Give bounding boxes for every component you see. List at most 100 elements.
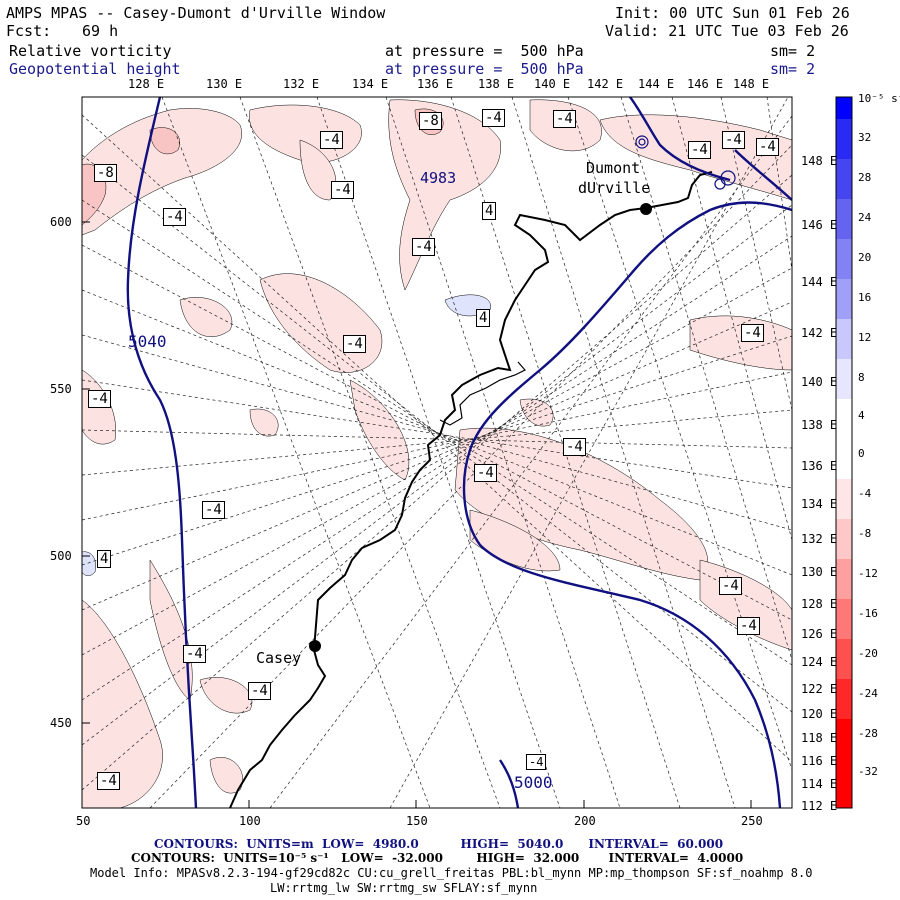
y-tick-label: 450 [50,716,72,730]
plot-title: AMPS MPAS -- Casey-Dumont d'Urville Wind… [6,4,386,22]
colorbar-label: 16 [858,291,872,304]
field2-name: Geopotential height [9,60,181,78]
top-lon-label: 148 E [733,77,770,91]
y-tick-label: 500 [50,549,72,563]
colorbar-swatch [836,719,852,808]
right-lon-label: 126 E [801,627,838,641]
vorticity-label: -4 [563,438,586,456]
right-lon-label: 148 E [801,154,838,168]
colorbar-swatch [836,399,852,479]
vorticity-label: -4 [202,501,225,519]
colorbar-unit: 10⁻⁵ s⁻¹ [858,92,900,105]
colorbar-label: -4 [858,487,872,500]
vorticity-label: -4 [737,617,760,635]
field2-smoothing: sm= 2 [770,60,816,78]
station-label-dumont: Dumont [586,159,641,177]
coastline [229,171,713,808]
vorticity-label: -4 [183,645,206,663]
forecast-hours: 69 h [82,22,119,40]
forecast-label: Fcst: [6,22,52,40]
height-contour-info: CONTOURS: UNITS=m LOW= 4980.0 HIGH= 5040… [154,837,724,851]
top-lon-label: 128 E [128,77,165,91]
colorbar-label: 32 [858,131,872,144]
field1-pressure: at pressure = 500 hPa [385,42,584,60]
colorbar-label: 0 [858,447,865,460]
model-info: Model Info: MPASv8.2.3-194-gf29cd82c CU:… [90,866,813,880]
colorbar-swatch [836,679,852,719]
valid-time: Valid: 21 UTC Tue 03 Feb 26 [605,22,849,40]
colorbar-swatch [836,359,852,399]
top-lon-label: 142 E [587,77,624,91]
colorbar-label: 8 [858,371,865,384]
right-lon-label: 136 E [801,459,838,473]
height-label-5000: 5000 [514,773,553,792]
colorbar-label: -20 [858,647,878,660]
vorticity-label: 4 [476,309,491,327]
right-lon-label: 120 E [801,707,838,721]
colorbar-swatch [836,239,852,279]
vorticity-label: -8 [419,112,442,130]
colorbar [835,96,853,809]
vorticity-label: -4 [248,682,271,700]
map-border [81,96,793,809]
vorticity-label: -4 [719,577,742,595]
vorticity-label: 4 [482,202,497,220]
vorticity-label: -4 [756,138,779,156]
vorticity-label: -4 [722,131,745,149]
right-lon-label: 116 E [801,754,838,768]
vorticity-label: -4 [88,390,111,408]
colorbar-swatch [836,559,852,599]
field1-smoothing: sm= 2 [770,42,816,60]
x-tick-label: 50 [76,814,91,828]
colorbar-swatch [836,119,852,159]
x-tick-label: 100 [239,814,261,828]
colorbar-label: 24 [858,211,872,224]
vorticity-label: -4 [412,238,435,256]
vorticity-label: -4 [688,141,711,159]
colorbar-label: -8 [858,527,872,540]
colorbar-swatch [836,319,852,359]
height-label-5040: 5040 [128,332,167,351]
x-tick-label: 200 [574,814,596,828]
dumont-height-cluster [635,135,736,190]
right-lon-label: 142 E [801,326,838,340]
height-label-4983: 4983 [420,169,457,187]
dumont-station-marker [640,203,652,215]
colorbar-swatch [836,639,852,679]
top-lon-label: 132 E [283,77,320,91]
right-lon-label: 114 E [801,777,838,791]
vorticity-label: -8 [94,164,117,182]
vorticity-label: 4 [97,550,112,568]
vorticity-label: -4 [482,109,505,127]
geopotential-contours [126,97,792,808]
vorticity-label: -4 [163,208,186,226]
right-lon-label: 124 E [801,655,838,669]
colorbar-swatch [836,519,852,559]
vorticity-label: -4 [553,110,576,128]
colorbar-label: -16 [858,607,878,620]
colorbar-label: -24 [858,687,878,700]
y-tick-label: 600 [50,215,72,229]
colorbar-label: 20 [858,251,872,264]
model-info-physics: LW:rrtmg_lw SW:rrtmg_sw SFLAY:sf_mynn [270,881,538,895]
top-lon-label: 138 E [478,77,515,91]
vorticity-contour-info: CONTOURS: UNITS=10⁻⁵ s⁻¹ LOW= -32.000 HI… [131,851,744,865]
vorticity-label: -4 [320,131,343,149]
right-lon-label: 112 E [801,799,838,813]
top-lon-label: 140 E [534,77,571,91]
right-lon-label: 140 E [801,375,838,389]
graticule [82,97,792,808]
top-lon-label: 146 E [687,77,724,91]
vorticity-label: -4 [331,181,354,199]
x-tick-label: 150 [406,814,428,828]
colorbar-label: 28 [858,171,872,184]
y-tick-label: 550 [50,382,72,396]
vorticity-label: -4 [343,335,366,353]
station-label-casey: Casey [256,649,302,667]
right-lon-label: 132 E [801,532,838,546]
colorbar-swatch [836,159,852,199]
axis-ticks [81,221,752,808]
colorbar-swatch [836,97,852,119]
top-lon-label: 144 E [638,77,675,91]
